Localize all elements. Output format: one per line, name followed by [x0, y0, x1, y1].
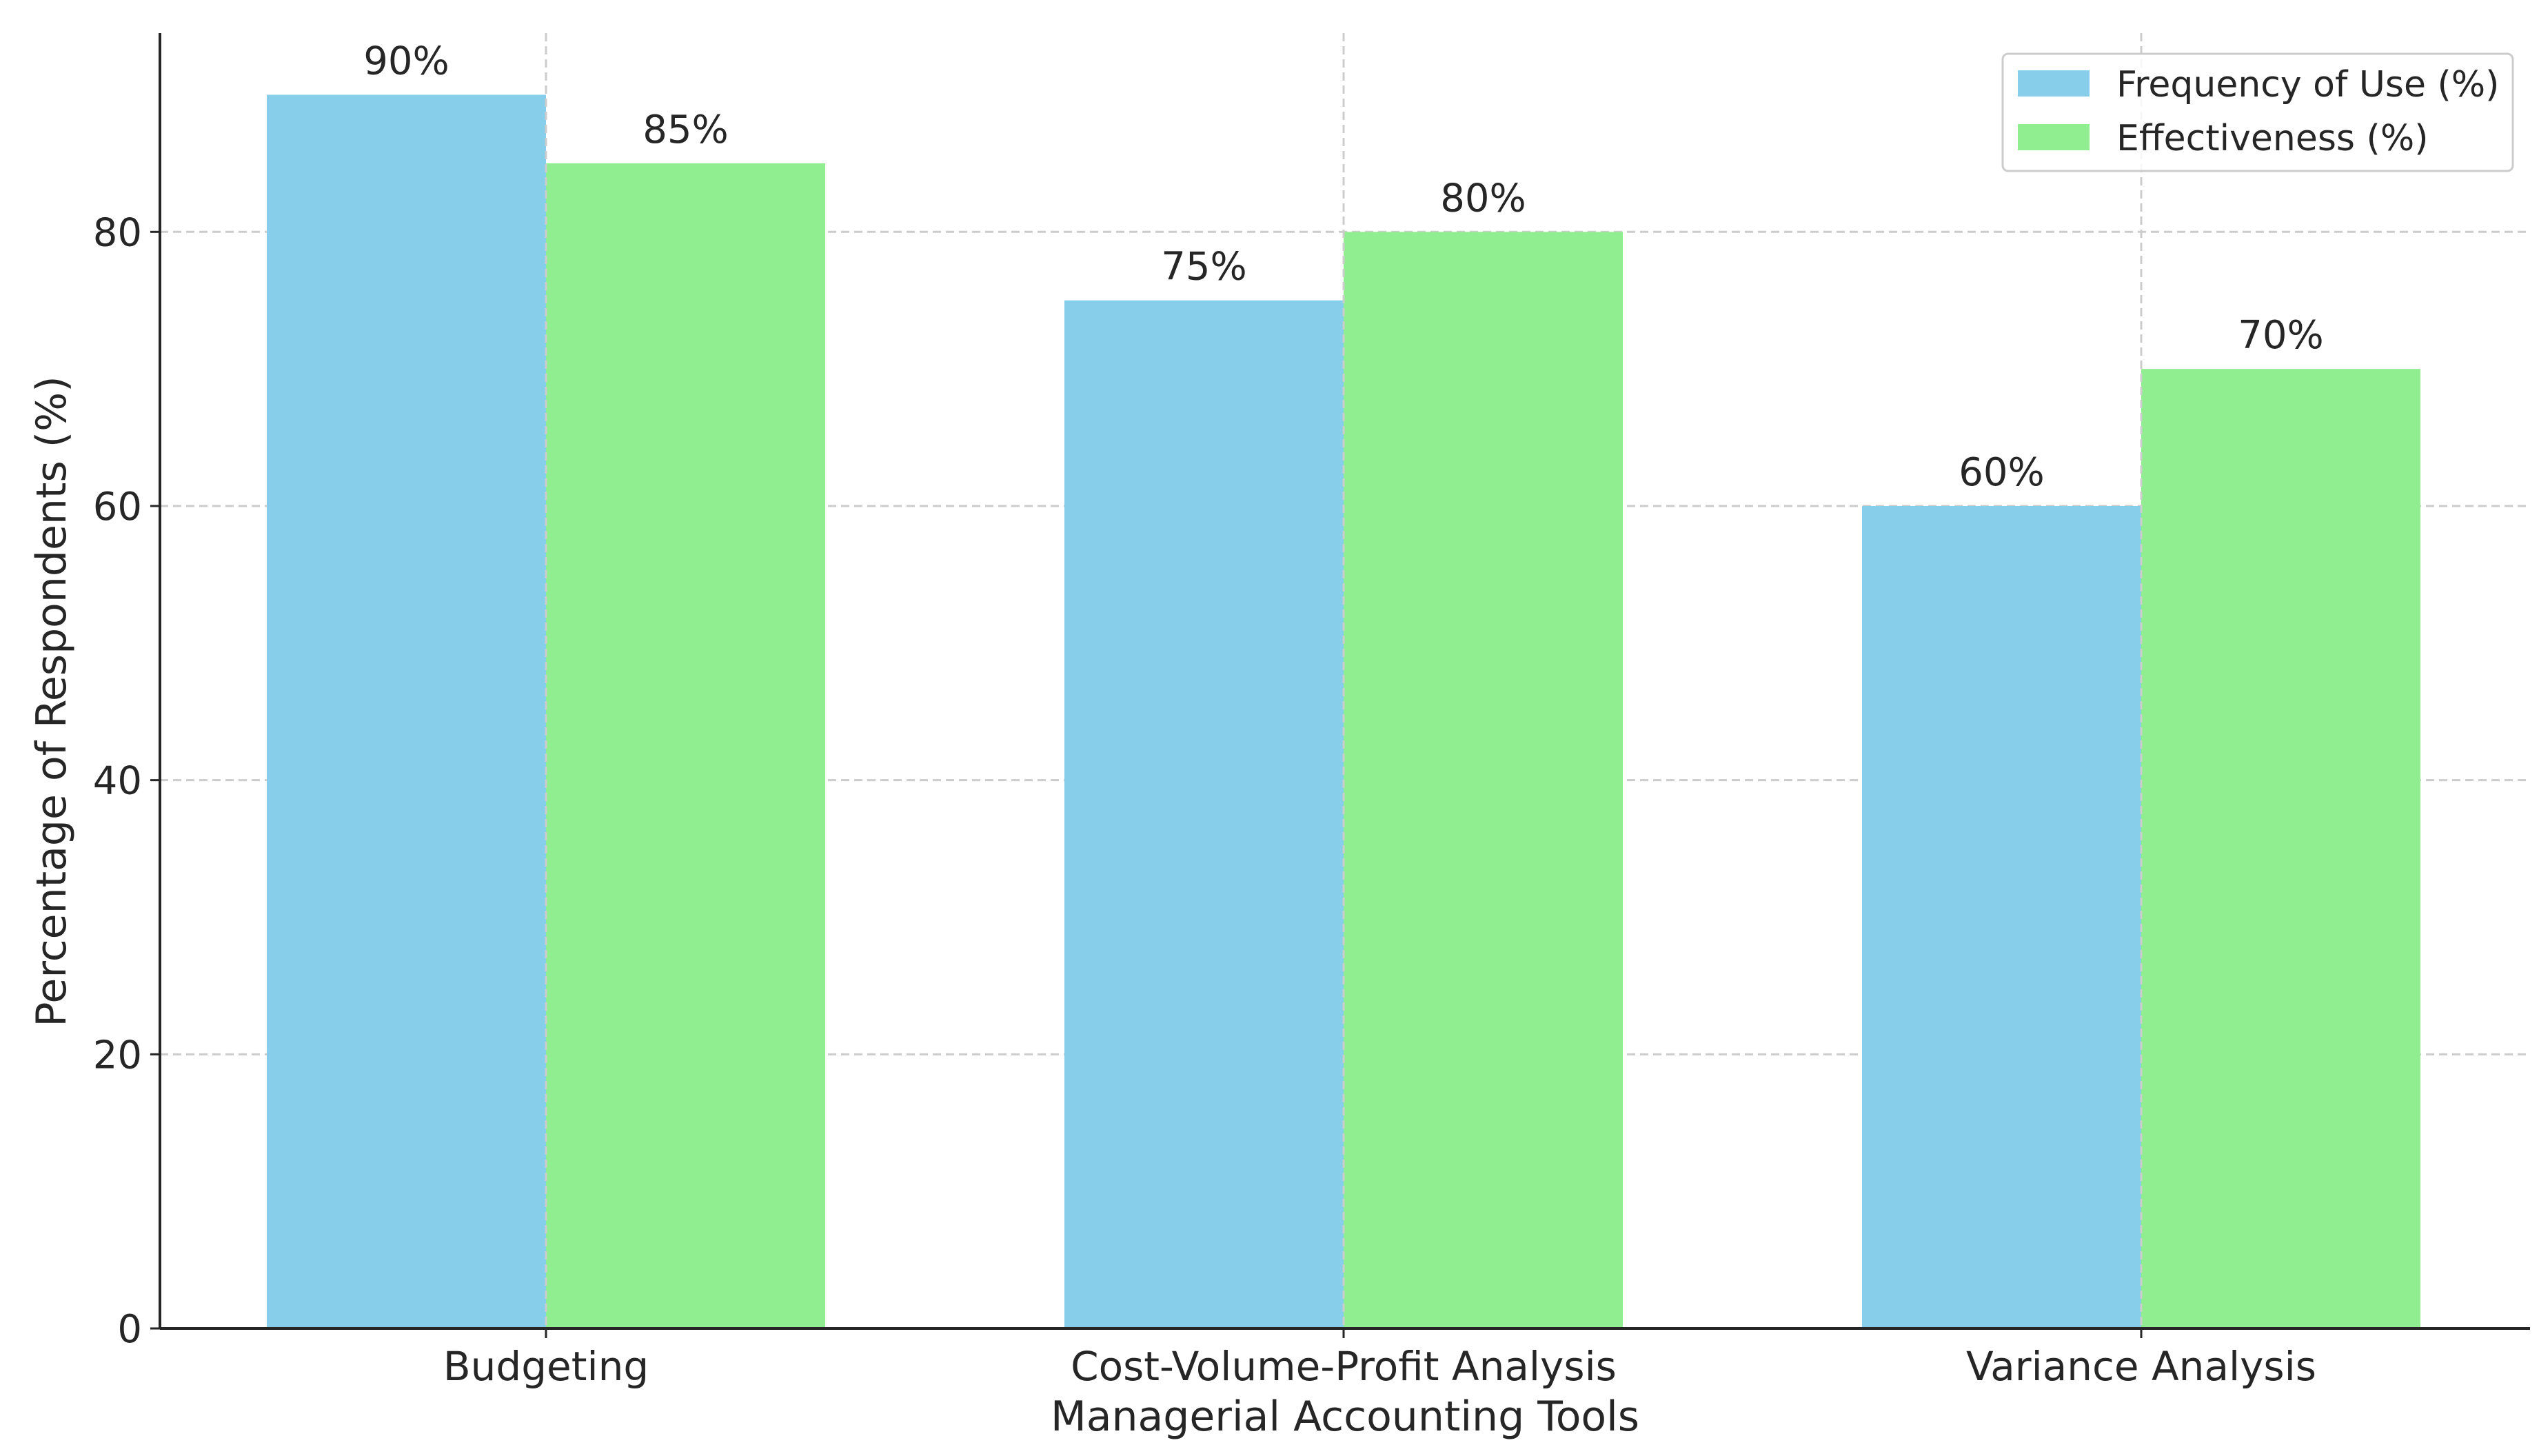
x-axis-title: Managerial Accounting Tools	[1051, 1393, 1639, 1441]
y-axis-title: Percentage of Respondents (%)	[28, 376, 76, 1027]
data-label-frequency: 90%	[363, 39, 449, 83]
data-label-effectiveness: 70%	[2238, 313, 2323, 358]
legend-box	[2001, 52, 2514, 172]
y-tick-label: 0	[117, 1307, 142, 1352]
vertical-grid-layer	[545, 33, 2143, 1328]
bar-effectiveness	[546, 163, 825, 1329]
x-tick-label: Variance Analysis	[1966, 1343, 2316, 1390]
axes-layer	[159, 33, 2530, 1330]
data-label-effectiveness: 85%	[643, 108, 728, 152]
data-label-frequency: 60%	[1959, 450, 2044, 495]
y-tick-label: 60	[93, 485, 142, 529]
legend-label-effectiveness: Effectiveness (%)	[2116, 118, 2429, 159]
bar-frequency	[1862, 505, 2141, 1328]
legend-swatch-effectiveness	[2018, 124, 2090, 150]
ticks-layer: 0 20 40 60 80 Budgeting Cost-Volume-Profit Ana…	[93, 210, 2316, 1390]
x-tick-label: Budgeting	[443, 1343, 649, 1390]
y-tick-label: 40	[93, 759, 142, 804]
bar-frequency	[267, 94, 546, 1328]
bar-effectiveness	[2141, 369, 2420, 1328]
legend-label-frequency: Frequency of Use (%)	[2116, 64, 2499, 105]
data-labels-layer: 90% 85% 75% 80% 60% 70%	[363, 39, 2323, 495]
data-label-frequency: 75%	[1161, 245, 1246, 290]
data-label-effectiveness: 80%	[1440, 176, 1526, 221]
bars-layer	[267, 94, 2420, 1329]
x-tick-label: Cost-Volume-Profit Analysis	[1071, 1343, 1617, 1390]
bar-frequency	[1064, 300, 1344, 1328]
legend-swatch-frequency	[2018, 70, 2090, 97]
y-tick-label: 20	[93, 1033, 142, 1078]
bar-effectiveness	[1344, 232, 1623, 1329]
legend: Frequency of Use (%) Effectiveness (%)	[2001, 52, 2514, 172]
y-tick-label: 80	[93, 210, 142, 255]
